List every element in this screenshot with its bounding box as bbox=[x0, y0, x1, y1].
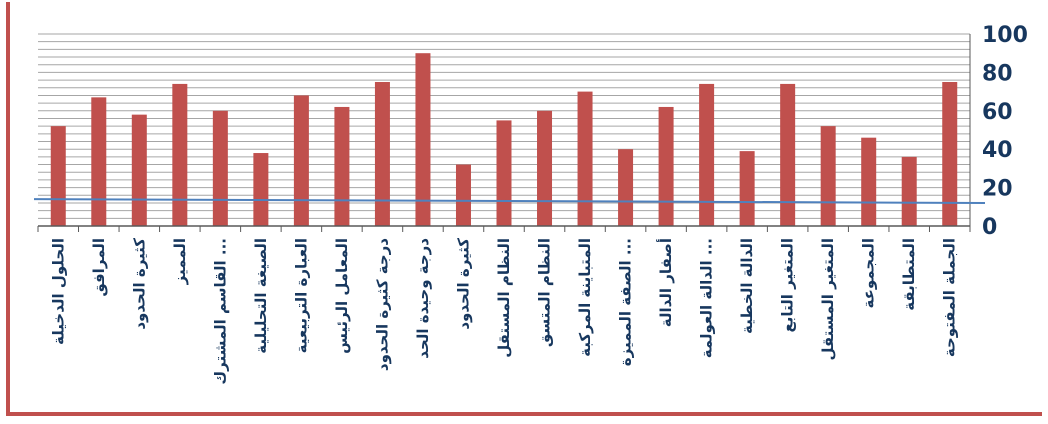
bar bbox=[415, 53, 431, 227]
chart-frame bbox=[6, 2, 1042, 416]
category-label: الصيغة التحليلية bbox=[252, 238, 270, 354]
bars bbox=[50, 53, 958, 227]
category-label: درجة كثيرة الحدود bbox=[373, 238, 391, 371]
bar bbox=[861, 137, 877, 226]
category-label: الصفة المميزة ... bbox=[617, 238, 635, 366]
category-label: المرافق bbox=[90, 238, 108, 297]
category-label: درجة وحيدة الحد bbox=[414, 238, 432, 359]
bar bbox=[50, 126, 66, 226]
category-label: الجملة المفتوحة bbox=[941, 238, 959, 357]
category-label: كثيرة الحدود bbox=[130, 238, 148, 330]
category-label: النظام المستقل bbox=[495, 238, 513, 358]
bar bbox=[577, 91, 593, 226]
category-labels: الحلول الدخيلة المرافق كثيرة الحدود المميز ا… bbox=[49, 238, 958, 385]
bar bbox=[253, 153, 269, 226]
category-label: القاسم المشترك ... bbox=[211, 238, 229, 385]
reference-line-group bbox=[33, 198, 986, 204]
y-tick-label: 80 bbox=[982, 61, 1013, 86]
category-label: النظام المتسق bbox=[536, 238, 554, 347]
bar bbox=[780, 83, 796, 226]
y-tick-label: 40 bbox=[982, 138, 1013, 163]
category-label: المعامل الرئيس bbox=[333, 238, 351, 354]
bar bbox=[618, 149, 634, 226]
category-label: الحلول الدخيلة bbox=[49, 238, 67, 345]
y-tick-label: 20 bbox=[982, 177, 1013, 202]
category-label: المتغير التابع bbox=[779, 238, 797, 333]
category-label: الدالة الخطية bbox=[738, 238, 756, 334]
category-label: الدالة العولمة ... bbox=[698, 238, 716, 358]
bar bbox=[496, 120, 512, 226]
bar bbox=[131, 114, 147, 226]
category-label: المميز bbox=[171, 238, 189, 285]
bar bbox=[942, 82, 958, 226]
bar bbox=[334, 106, 350, 226]
bar bbox=[820, 126, 836, 226]
category-label: المجموعة bbox=[860, 238, 878, 308]
y-tick-label: 100 bbox=[982, 23, 1028, 48]
bar bbox=[739, 151, 755, 226]
y-tick-label: 60 bbox=[982, 100, 1013, 125]
y-axis-ticks: 0 20 40 60 80 100 bbox=[982, 23, 1028, 240]
bar bbox=[537, 110, 553, 226]
category-label: العبارة التربيعية bbox=[292, 238, 310, 353]
bar bbox=[455, 164, 471, 226]
reference-line bbox=[33, 198, 986, 204]
bar bbox=[374, 82, 390, 226]
bar bbox=[172, 83, 188, 226]
bar bbox=[901, 156, 917, 226]
bar bbox=[658, 106, 674, 226]
x-axis bbox=[37, 34, 971, 232]
category-label: أصفار الدالة bbox=[656, 238, 675, 327]
bar bbox=[699, 83, 715, 226]
category-label: كثيرة الحدود bbox=[454, 238, 472, 330]
category-label: المتباينة المركبة bbox=[576, 238, 594, 357]
bar bbox=[91, 97, 107, 226]
bar bbox=[212, 110, 228, 226]
y-tick-label: 0 bbox=[982, 215, 997, 240]
category-label: المتطابقة bbox=[900, 238, 918, 311]
category-label: المتغير المستقل bbox=[819, 238, 837, 361]
bar bbox=[293, 95, 309, 226]
